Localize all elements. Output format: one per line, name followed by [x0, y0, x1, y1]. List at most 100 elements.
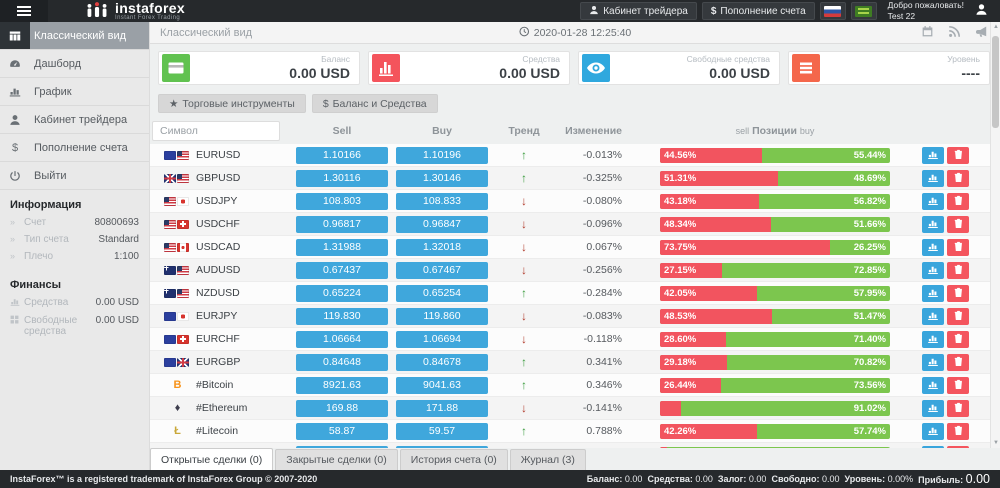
buy-price-button[interactable]: 9041.63 [396, 376, 488, 394]
scroll-up-icon[interactable]: ▲ [993, 24, 999, 30]
trend-indicator: ↑ [521, 355, 527, 369]
balance-funds-button[interactable]: $ Баланс и Средства [311, 94, 438, 113]
open-chart-button[interactable] [922, 215, 944, 233]
delete-button[interactable] [947, 376, 969, 394]
buy-price-button[interactable]: 1.30146 [396, 169, 488, 187]
sell-price-button[interactable]: 58.87 [296, 422, 388, 440]
open-chart-button[interactable] [922, 192, 944, 210]
sidebar-item-deposit[interactable]: $ Пополнение счета [0, 134, 149, 162]
symbol-label: EURGBP [196, 356, 241, 368]
symbol-cell: USDJPY [164, 195, 292, 207]
change-value: 0.067% [586, 241, 622, 253]
sell-price-button[interactable]: 0.96817 [296, 215, 388, 233]
vertical-scrollbar[interactable]: ▲ ▼ [990, 22, 1000, 448]
open-chart-button[interactable] [922, 399, 944, 417]
sell-price-button[interactable]: 169.88 [296, 399, 388, 417]
chevron-icon: » [10, 217, 16, 227]
chart-icon [927, 194, 939, 209]
sidebar-item-dashboard[interactable]: Дашборд [0, 50, 149, 78]
open-chart-button[interactable] [922, 445, 944, 448]
menu-toggle-button[interactable] [0, 0, 48, 22]
scrollbar-thumb[interactable] [992, 36, 999, 128]
scroll-down-icon[interactable]: ▼ [993, 440, 999, 446]
sell-price-button[interactable]: 1.30116 [296, 169, 388, 187]
buy-price-button[interactable]: 0.67467 [396, 261, 488, 279]
sell-price-button[interactable]: 1.31988 [296, 238, 388, 256]
open-chart-button[interactable] [922, 422, 944, 440]
sidebar-item-trader-cabinet[interactable]: Кабинет трейдера [0, 106, 149, 134]
delete-button[interactable] [947, 169, 969, 187]
sell-positions-segment: 51.31% [660, 170, 778, 186]
sell-price-button[interactable]: 1.06664 [296, 330, 388, 348]
open-chart-button[interactable] [922, 376, 944, 394]
buy-price-button[interactable]: 119.860 [396, 307, 488, 325]
symbol-search-input[interactable] [152, 121, 280, 141]
delete-button[interactable] [947, 238, 969, 256]
delete-button[interactable] [947, 261, 969, 279]
sell-positions-segment: 42.26% [660, 423, 758, 439]
user-avatar-icon[interactable] [975, 3, 988, 19]
buy-price-button[interactable]: 1.10196 [396, 146, 488, 164]
tab-open-trades[interactable]: Открытые сделки (0) [150, 448, 274, 470]
sell-price-button[interactable]: 1.10166 [296, 146, 388, 164]
equals-icon [855, 5, 873, 17]
buy-price-button[interactable]: 0.65254 [396, 284, 488, 302]
open-chart-button[interactable] [922, 169, 944, 187]
sidebar-item-classic-view[interactable]: Классический вид [0, 22, 149, 50]
buy-price-button[interactable]: 1.06694 [396, 330, 488, 348]
sell-price-button[interactable]: 119.830 [296, 307, 388, 325]
buy-price-button[interactable]: 171.88 [396, 399, 488, 417]
delete-button[interactable] [947, 215, 969, 233]
delete-button[interactable] [947, 192, 969, 210]
buy-price-button[interactable]: 0.96847 [396, 215, 488, 233]
rss-button[interactable] [948, 25, 961, 41]
sidebar-item-chart[interactable]: График [0, 78, 149, 106]
tab-journal[interactable]: Журнал (3) [509, 449, 586, 470]
language-flag-ru-button[interactable] [819, 2, 846, 20]
delete-button[interactable] [947, 330, 969, 348]
announcements-button[interactable] [975, 25, 988, 41]
delete-button[interactable] [947, 146, 969, 164]
open-chart-button[interactable] [922, 261, 944, 279]
sell-positions-segment: 26.44% [660, 377, 721, 393]
delete-button[interactable] [947, 399, 969, 417]
sell-price-button[interactable] [296, 445, 388, 448]
tab-closed-trades[interactable]: Закрытые сделки (0) [275, 449, 398, 470]
trading-instruments-button[interactable]: ★ Торговые инструменты [158, 94, 306, 113]
open-chart-button[interactable] [922, 146, 944, 164]
buy-price-button[interactable]: 59.57 [396, 422, 488, 440]
positions-bar: 28.60% 71.40% [660, 331, 890, 347]
buy-price-button[interactable]: 108.833 [396, 192, 488, 210]
sell-price-button[interactable]: 0.67437 [296, 261, 388, 279]
symbol-cell: USDCHF [164, 218, 292, 230]
sell-price-button[interactable]: 8921.63 [296, 376, 388, 394]
sell-price-button[interactable]: 0.84648 [296, 353, 388, 371]
sell-price-button[interactable]: 0.65224 [296, 284, 388, 302]
sell-price-button[interactable]: 108.803 [296, 192, 388, 210]
delete-button[interactable] [947, 445, 969, 448]
buy-price-button[interactable] [396, 445, 488, 448]
footer-stat: Свободно: 0.00 [771, 474, 840, 484]
change-value: -0.118% [583, 333, 622, 345]
open-chart-button[interactable] [922, 284, 944, 302]
sidebar-item-logout[interactable]: Выйти [0, 162, 149, 190]
footer-stat: Уровень: 0.00% [844, 474, 914, 484]
open-chart-button[interactable] [922, 330, 944, 348]
delete-button[interactable] [947, 422, 969, 440]
trader-cabinet-button[interactable]: Кабинет трейдера [580, 2, 697, 20]
currency-toggle-button[interactable] [850, 2, 877, 20]
tab-account-history[interactable]: История счета (0) [399, 449, 508, 470]
sell-positions-segment: 28.60% [660, 331, 726, 347]
delete-button[interactable] [947, 284, 969, 302]
buy-price-button[interactable]: 1.32018 [396, 238, 488, 256]
calendar-button[interactable] [921, 25, 934, 41]
delete-button[interactable] [947, 353, 969, 371]
open-chart-button[interactable] [922, 353, 944, 371]
buy-price-button[interactable]: 0.84678 [396, 353, 488, 371]
delete-button[interactable] [947, 307, 969, 325]
open-chart-button[interactable] [922, 238, 944, 256]
symbol-cell: USDCAD [164, 241, 292, 253]
instaforex-logo[interactable]: instaforex Instant Forex Trading [84, 1, 185, 21]
deposit-button[interactable]: $ Пополнение счета [701, 2, 815, 20]
open-chart-button[interactable] [922, 307, 944, 325]
